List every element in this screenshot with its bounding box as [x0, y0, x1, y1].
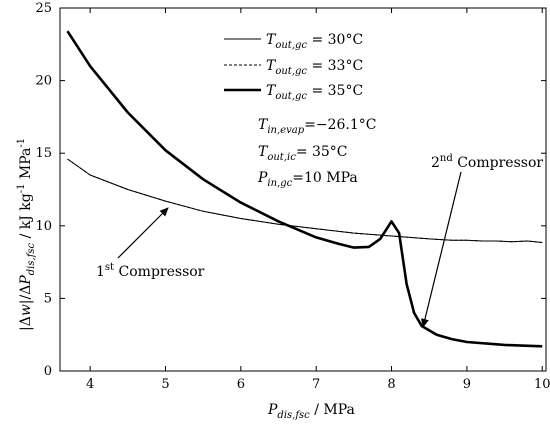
x-tick-label: 8: [387, 377, 395, 392]
y-tick-label: 25: [35, 1, 52, 16]
y-tick-label: 0: [44, 364, 52, 379]
x-tick-label: 4: [86, 377, 94, 392]
y-axis-ticks: 0 5 10 15 20 25: [35, 1, 546, 379]
x-tick-label: 5: [161, 377, 169, 392]
annotation-2nd-label: 2nd Compressor: [431, 153, 543, 171]
y-tick-label: 15: [35, 146, 52, 161]
param-p-in-gc: Pin,gc=10 MPa: [257, 170, 358, 189]
series-line-dashed: [67, 158, 543, 243]
x-axis-ticks: 4 5 6 7 8 9 10: [86, 8, 550, 392]
plot-frame: [59, 7, 547, 372]
param-t-in-evap: Tin,evap=−26.1°C: [258, 117, 376, 136]
legend-label-30: Tout,gc = 30°C: [266, 32, 363, 51]
legend-label-33: Tout,gc = 33°C: [266, 58, 363, 77]
series-layer: [66, 30, 543, 348]
annotation-1st-arrow: [117, 207, 169, 259]
x-tick-label: 6: [237, 377, 245, 392]
annotation-2nd-compressor: 2nd Compressor: [421, 153, 543, 328]
legend-label-35: Tout,gc = 35°C: [266, 83, 363, 102]
x-axis-label: Pdis,fsc / MPa: [267, 402, 355, 421]
x-tick-label: 7: [312, 377, 320, 392]
parameters-block: Tin,evap=−26.1°C Tout,ic= 35°C Pin,gc=10…: [257, 117, 376, 189]
legend: Tout,gc = 30°C Tout,gc = 33°C Tout,gc = …: [224, 32, 363, 102]
series-line-thick: [66, 30, 543, 348]
param-t-out-ic: Tout,ic= 35°C: [258, 144, 348, 163]
y-tick-label: 20: [35, 74, 52, 89]
annotation-1st-compressor: 1st Compressor: [96, 207, 205, 280]
x-tick-label: 10: [534, 377, 550, 392]
x-tick-label: 9: [463, 377, 471, 392]
y-axis-label: |Δw|/ΔPdis,fsc / kJ kg-1 MPa-1: [16, 138, 37, 331]
y-tick-label: 5: [44, 291, 52, 306]
annotation-1st-label: 1st Compressor: [96, 262, 205, 280]
annotation-2nd-arrow: [421, 171, 462, 328]
y-tick-label: 10: [35, 219, 52, 234]
